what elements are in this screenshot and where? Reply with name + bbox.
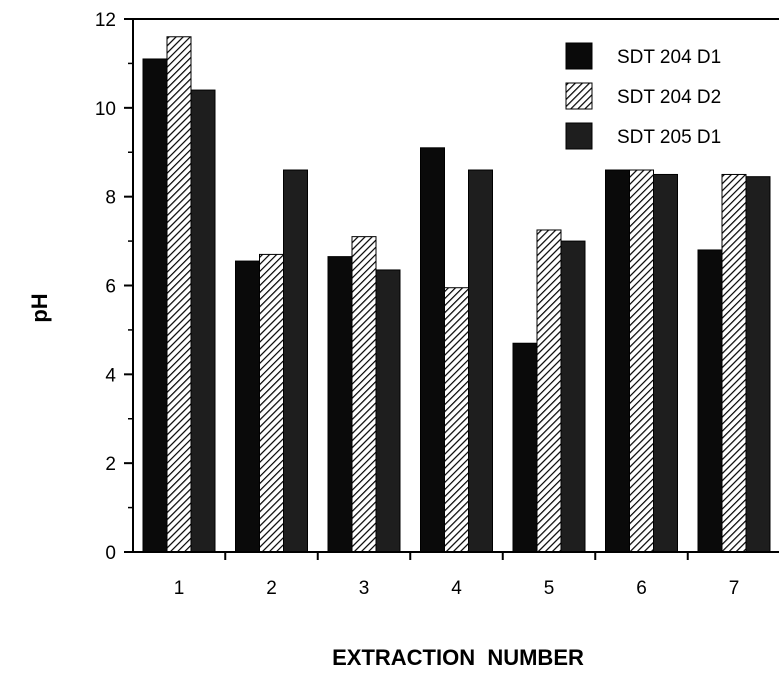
bar-1-extraction-1	[142, 58, 168, 553]
y-tick-label-2: 2	[105, 454, 116, 475]
legend-swatch-2	[565, 82, 593, 110]
bar-3-extraction-7	[745, 176, 771, 553]
legend: SDT 204 D1 SDT 204 D2 SDT 205 D1	[565, 42, 721, 150]
y-tick-label-10: 10	[95, 99, 116, 120]
bar-2-extraction-5	[536, 229, 562, 553]
x-tick-label-2: 2	[266, 578, 277, 599]
bar-1-extraction-5	[512, 342, 538, 553]
legend-swatch-1	[565, 42, 593, 70]
bar-2-extraction-4	[444, 287, 469, 553]
bar-2-extraction-1	[166, 36, 192, 553]
bar-1-extraction-4	[420, 147, 445, 553]
bar-1-extraction-7	[697, 249, 723, 553]
bar-3-extraction-1	[190, 89, 216, 553]
bar-2-extraction-6	[629, 169, 654, 553]
x-tick-label-5: 5	[544, 578, 555, 599]
y-tick-label-6: 6	[105, 277, 116, 298]
x-tick-label-4: 4	[451, 578, 462, 599]
legend-label-2: SDT 204 D2	[617, 87, 721, 108]
legend-label-3: SDT 205 D1	[617, 127, 721, 148]
y-axis-title: pH	[27, 293, 52, 322]
x-tick-label-6: 6	[636, 578, 647, 599]
bar-1-extraction-2	[235, 260, 260, 553]
bar-2-extraction-2	[259, 253, 284, 553]
y-tick-label-8: 8	[105, 188, 116, 209]
y-tick-label-0: 0	[105, 543, 116, 564]
bar-3-extraction-2	[283, 169, 308, 553]
bar-3-extraction-5	[560, 240, 586, 553]
x-tick-label-1: 1	[174, 578, 185, 599]
bar-2-extraction-7	[721, 173, 747, 553]
bar-2-extraction-3	[351, 236, 377, 553]
x-tick-label-3: 3	[359, 578, 370, 599]
bar-3-extraction-6	[653, 173, 678, 553]
x-axis-title: EXTRACTION NUMBER	[332, 645, 584, 670]
x-tick-label-7: 7	[729, 578, 740, 599]
bar-1-extraction-6	[605, 169, 630, 553]
bars-layer	[142, 36, 771, 553]
y-tick-label-12: 12	[95, 10, 116, 31]
legend-label-1: SDT 204 D1	[617, 47, 721, 68]
legend-swatch-3	[565, 122, 593, 150]
y-tick-label-4: 4	[105, 365, 116, 386]
bar-1-extraction-3	[327, 256, 353, 553]
bar-3-extraction-3	[375, 269, 401, 553]
bar-3-extraction-4	[468, 169, 493, 553]
